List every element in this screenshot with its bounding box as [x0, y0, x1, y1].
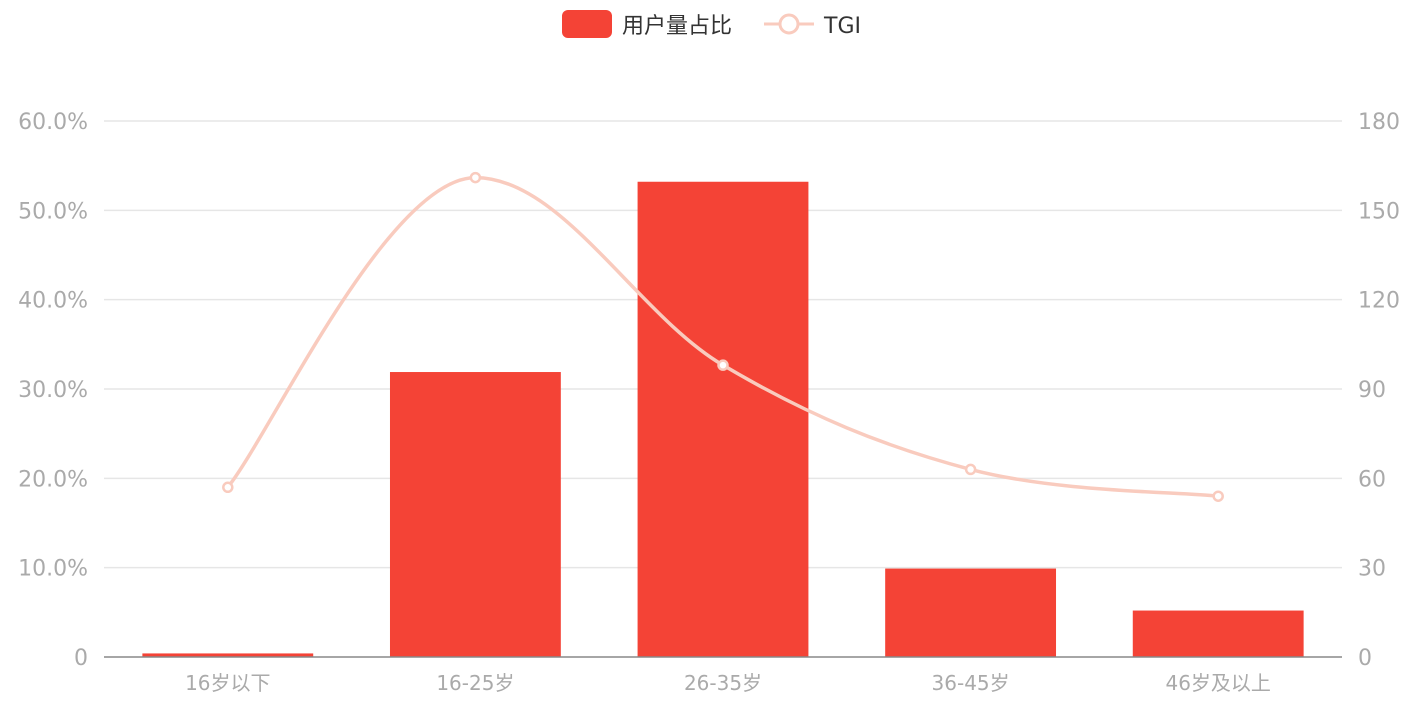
legend-line-label: TGI [823, 14, 861, 39]
legend-bar-label: 用户量占比 [622, 14, 732, 39]
legend[interactable]: 用户量占比 TGI [562, 10, 861, 39]
x-axis-tick-label: 16-25岁 [436, 671, 514, 695]
left-axis-tick-label: 30.0% [18, 378, 88, 403]
tgi-point[interactable] [717, 359, 729, 371]
bar[interactable] [1132, 610, 1304, 657]
bar-series [142, 181, 1304, 657]
x-axis-tick-label: 36-45岁 [932, 671, 1010, 695]
right-axis-tick-label: 0 [1358, 646, 1372, 671]
right-axis-tick-label: 30 [1358, 557, 1386, 582]
right-axis-tick-label: 180 [1358, 110, 1400, 135]
tgi-point[interactable] [222, 481, 234, 494]
legend-line-marker [778, 13, 800, 35]
x-axis-tick-label: 26-35岁 [684, 671, 762, 695]
bar[interactable] [142, 653, 314, 657]
right-axis-tick-label: 90 [1358, 378, 1386, 403]
left-axis-tick-label: 40.0% [18, 289, 88, 314]
tgi-point[interactable] [964, 463, 977, 476]
left-axis-tick-label: 0 [74, 646, 88, 671]
tgi-point[interactable] [469, 171, 482, 184]
legend-item-bar[interactable]: 用户量占比 [562, 10, 732, 39]
axes: 0 10.0% 20.0% 30.0% 40.0% 50.0% 60.0% 0 30 60 90 12… [18, 110, 1400, 695]
left-axis-tick-label: 20.0% [18, 467, 88, 492]
bar[interactable] [637, 181, 809, 657]
right-axis-tick-label: 120 [1358, 289, 1400, 314]
legend-item-line[interactable]: TGI [764, 13, 861, 39]
right-axis-tick-label: 150 [1358, 199, 1400, 224]
right-axis-tick-label: 60 [1358, 467, 1386, 492]
tgi-point[interactable] [1212, 490, 1224, 502]
left-axis-tick-label: 10.0% [18, 557, 88, 582]
x-axis-tick-label: 16岁以下 [185, 671, 270, 695]
line-series [222, 171, 1224, 502]
x-axis-tick-label: 46岁及以上 [1165, 671, 1270, 695]
bar[interactable] [389, 372, 561, 657]
left-axis-tick-label: 60.0% [18, 110, 88, 135]
left-axis-tick-label: 50.0% [18, 199, 88, 224]
bar[interactable] [885, 568, 1057, 657]
tgi-line [226, 175, 1219, 498]
legend-bar-swatch [562, 10, 612, 38]
